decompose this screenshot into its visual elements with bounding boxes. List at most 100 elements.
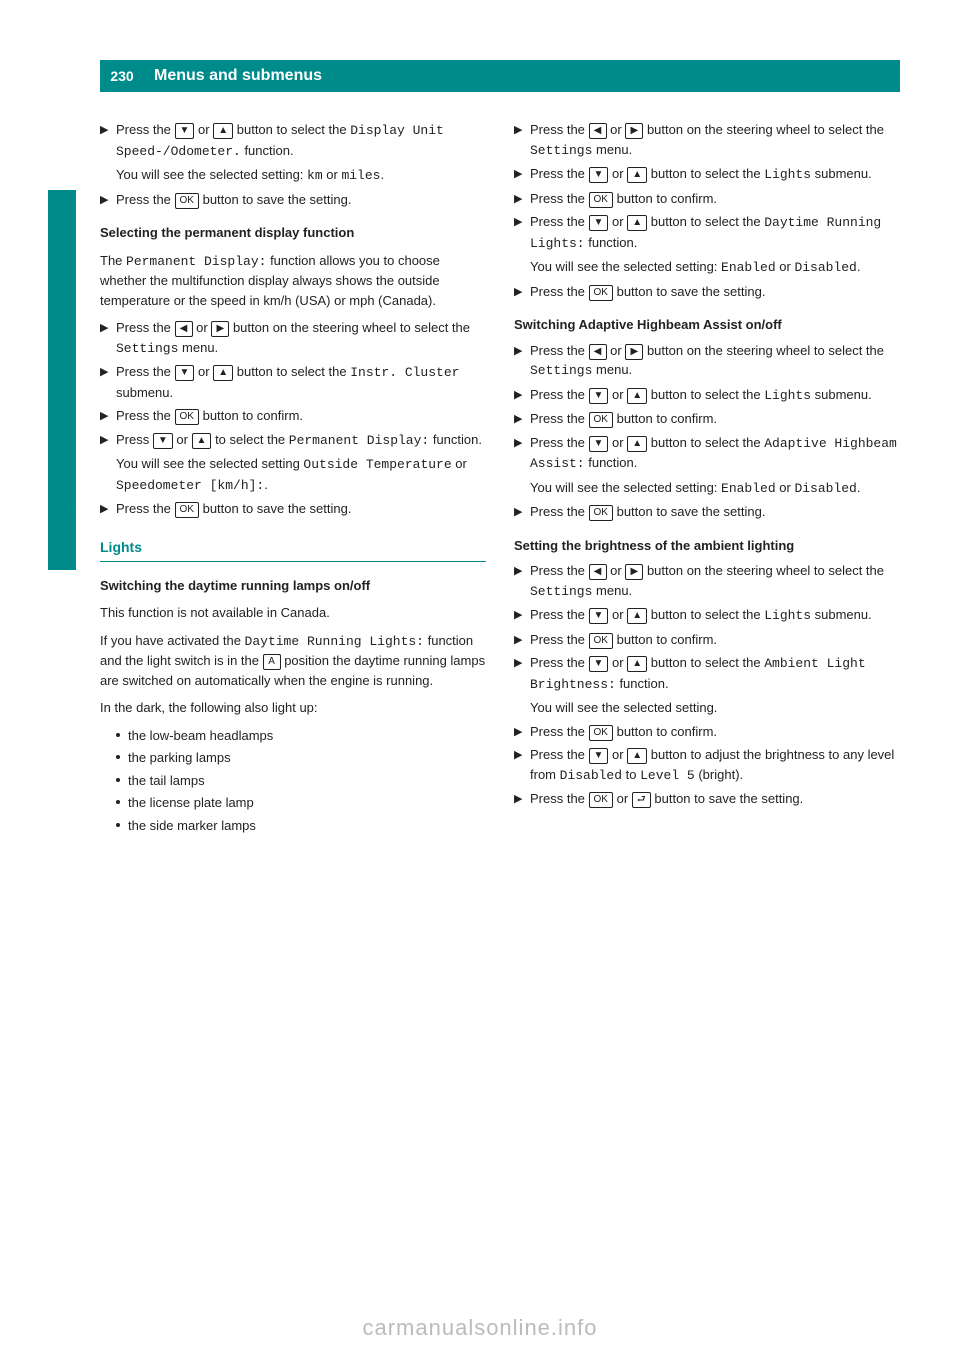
right-column: ▶ Press the ◀ or ▶ button on the steerin… — [514, 116, 900, 839]
text: menu. — [592, 142, 632, 157]
text: button to confirm. — [613, 411, 717, 426]
step-marker-icon: ▶ — [100, 430, 116, 451]
page-title: Menus and submenus — [144, 60, 900, 92]
step-marker-icon: ▶ — [514, 433, 530, 474]
watermark-url: carmanualsonline.info — [0, 1311, 960, 1344]
text: . — [264, 477, 268, 492]
ok-button-icon: OK — [175, 409, 199, 425]
text: Press the — [116, 501, 175, 516]
list-item: the side marker lamps — [116, 816, 486, 836]
step-result: You will see the selected setting Outsid… — [116, 454, 486, 495]
text: or — [608, 166, 627, 181]
text: Press the — [530, 214, 589, 229]
step-marker-icon: ▶ — [514, 502, 530, 522]
step-body: Press the ▼ or ▲ button to select the Li… — [530, 605, 900, 626]
text: Press the — [530, 191, 589, 206]
down-button-icon: ▼ — [589, 748, 609, 764]
manual-page: 230 Menus and submenus On-board computer… — [0, 60, 960, 1362]
step-marker-icon: ▶ — [514, 120, 530, 160]
step-marker-icon: ▶ — [100, 120, 116, 161]
step: ▶ Press the ▼ or ▲ button to select the … — [100, 120, 486, 161]
text: or — [607, 122, 626, 137]
page-number: 230 — [100, 60, 144, 92]
text: . — [857, 480, 861, 495]
step-marker-icon: ▶ — [514, 605, 530, 626]
text: button on the steering wheel to select t… — [643, 563, 884, 578]
text: button to save the setting. — [199, 192, 352, 207]
text: button to select the — [647, 387, 764, 402]
step: ▶ Press the OK button to confirm. — [514, 189, 900, 209]
step-marker-icon: ▶ — [514, 561, 530, 601]
step-body: Press the ▼ or ▲ button to select the Li… — [530, 385, 900, 406]
text: Press the — [530, 607, 589, 622]
step-body: Press the OK button to save the setting. — [530, 502, 900, 522]
step-marker-icon: ▶ — [514, 212, 530, 253]
text: button on the steering wheel to select t… — [643, 343, 884, 358]
text: button to save the setting. — [199, 501, 352, 516]
step-result: You will see the selected setting: km or… — [116, 165, 486, 186]
text: or — [452, 456, 467, 471]
text: or — [607, 343, 626, 358]
list-item: the license plate lamp — [116, 793, 486, 813]
ok-button-icon: OK — [175, 502, 199, 518]
value: Enabled — [721, 481, 776, 496]
up-button-icon: ▲ — [213, 123, 233, 139]
text: submenu. — [811, 387, 872, 402]
subheading: Switching Adaptive Highbeam Assist on/of… — [514, 315, 900, 335]
subheading: Setting the brightness of the ambient li… — [514, 536, 900, 556]
text: button to select the — [647, 655, 764, 670]
text: or — [608, 435, 627, 450]
left-button-icon: ◀ — [589, 564, 607, 580]
left-column: ▶ Press the ▼ or ▲ button to select the … — [100, 116, 486, 839]
side-tab-label: On-board computer and displays — [50, 299, 76, 565]
subheading: Switching the daytime running lamps on/o… — [100, 576, 486, 596]
text: button to save the setting. — [613, 504, 766, 519]
text: . — [380, 167, 384, 182]
text: or — [776, 480, 795, 495]
text: Press the — [530, 435, 589, 450]
value: Disabled — [794, 260, 856, 275]
text: button on the steering wheel to select t… — [643, 122, 884, 137]
up-button-icon: ▲ — [627, 215, 647, 231]
text: Press the — [116, 364, 175, 379]
text: menu. — [592, 362, 632, 377]
text: or — [194, 364, 213, 379]
step-body: Press the ▼ or ▲ button to select the In… — [116, 362, 486, 402]
text: or — [194, 122, 213, 137]
text: or — [608, 607, 627, 622]
text: Press the — [530, 343, 589, 358]
down-button-icon: ▼ — [589, 388, 609, 404]
text: Press the — [530, 791, 589, 806]
text: button on the steering wheel to select t… — [229, 320, 470, 335]
list-item: the parking lamps — [116, 748, 486, 768]
page-header: 230 Menus and submenus — [100, 60, 900, 92]
text: or — [608, 214, 627, 229]
text: Press the — [530, 122, 589, 137]
step-body: Press the ▼ or ▲ button to select the Li… — [530, 164, 900, 185]
step: ▶ Press the ◀ or ▶ button on the steerin… — [514, 341, 900, 381]
menu-name: Settings — [530, 584, 592, 599]
step-body: Press the OK button to confirm. — [530, 409, 900, 429]
step: ▶ Press ▼ or ▲ to select the Permanent D… — [100, 430, 486, 451]
text: (bright). — [695, 767, 743, 782]
down-button-icon: ▼ — [153, 433, 173, 449]
menu-name: Settings — [116, 341, 178, 356]
value: Level 5 — [640, 768, 695, 783]
step: ▶ Press the ◀ or ▶ button on the steerin… — [514, 561, 900, 601]
step: ▶ Press the ▼ or ▲ button to select the … — [514, 164, 900, 185]
step-body: Press the ◀ or ▶ button on the steering … — [530, 341, 900, 381]
step: ▶ Press the ◀ or ▶ button on the steerin… — [514, 120, 900, 160]
text: or — [608, 387, 627, 402]
text: Press the — [116, 192, 175, 207]
step-body: Press ▼ or ▲ to select the Permanent Dis… — [116, 430, 486, 451]
ok-button-icon: OK — [589, 192, 613, 208]
step-marker-icon: ▶ — [514, 164, 530, 185]
step: ▶ Press the OK button to confirm. — [514, 630, 900, 650]
up-button-icon: ▲ — [627, 748, 647, 764]
text: button to select the — [647, 214, 764, 229]
text: or — [193, 320, 212, 335]
step: ▶ Press the OK button to save the settin… — [514, 282, 900, 302]
text: or — [323, 167, 342, 182]
value: Speedometer [km/h]: — [116, 478, 264, 493]
ok-button-icon: OK — [589, 792, 613, 808]
